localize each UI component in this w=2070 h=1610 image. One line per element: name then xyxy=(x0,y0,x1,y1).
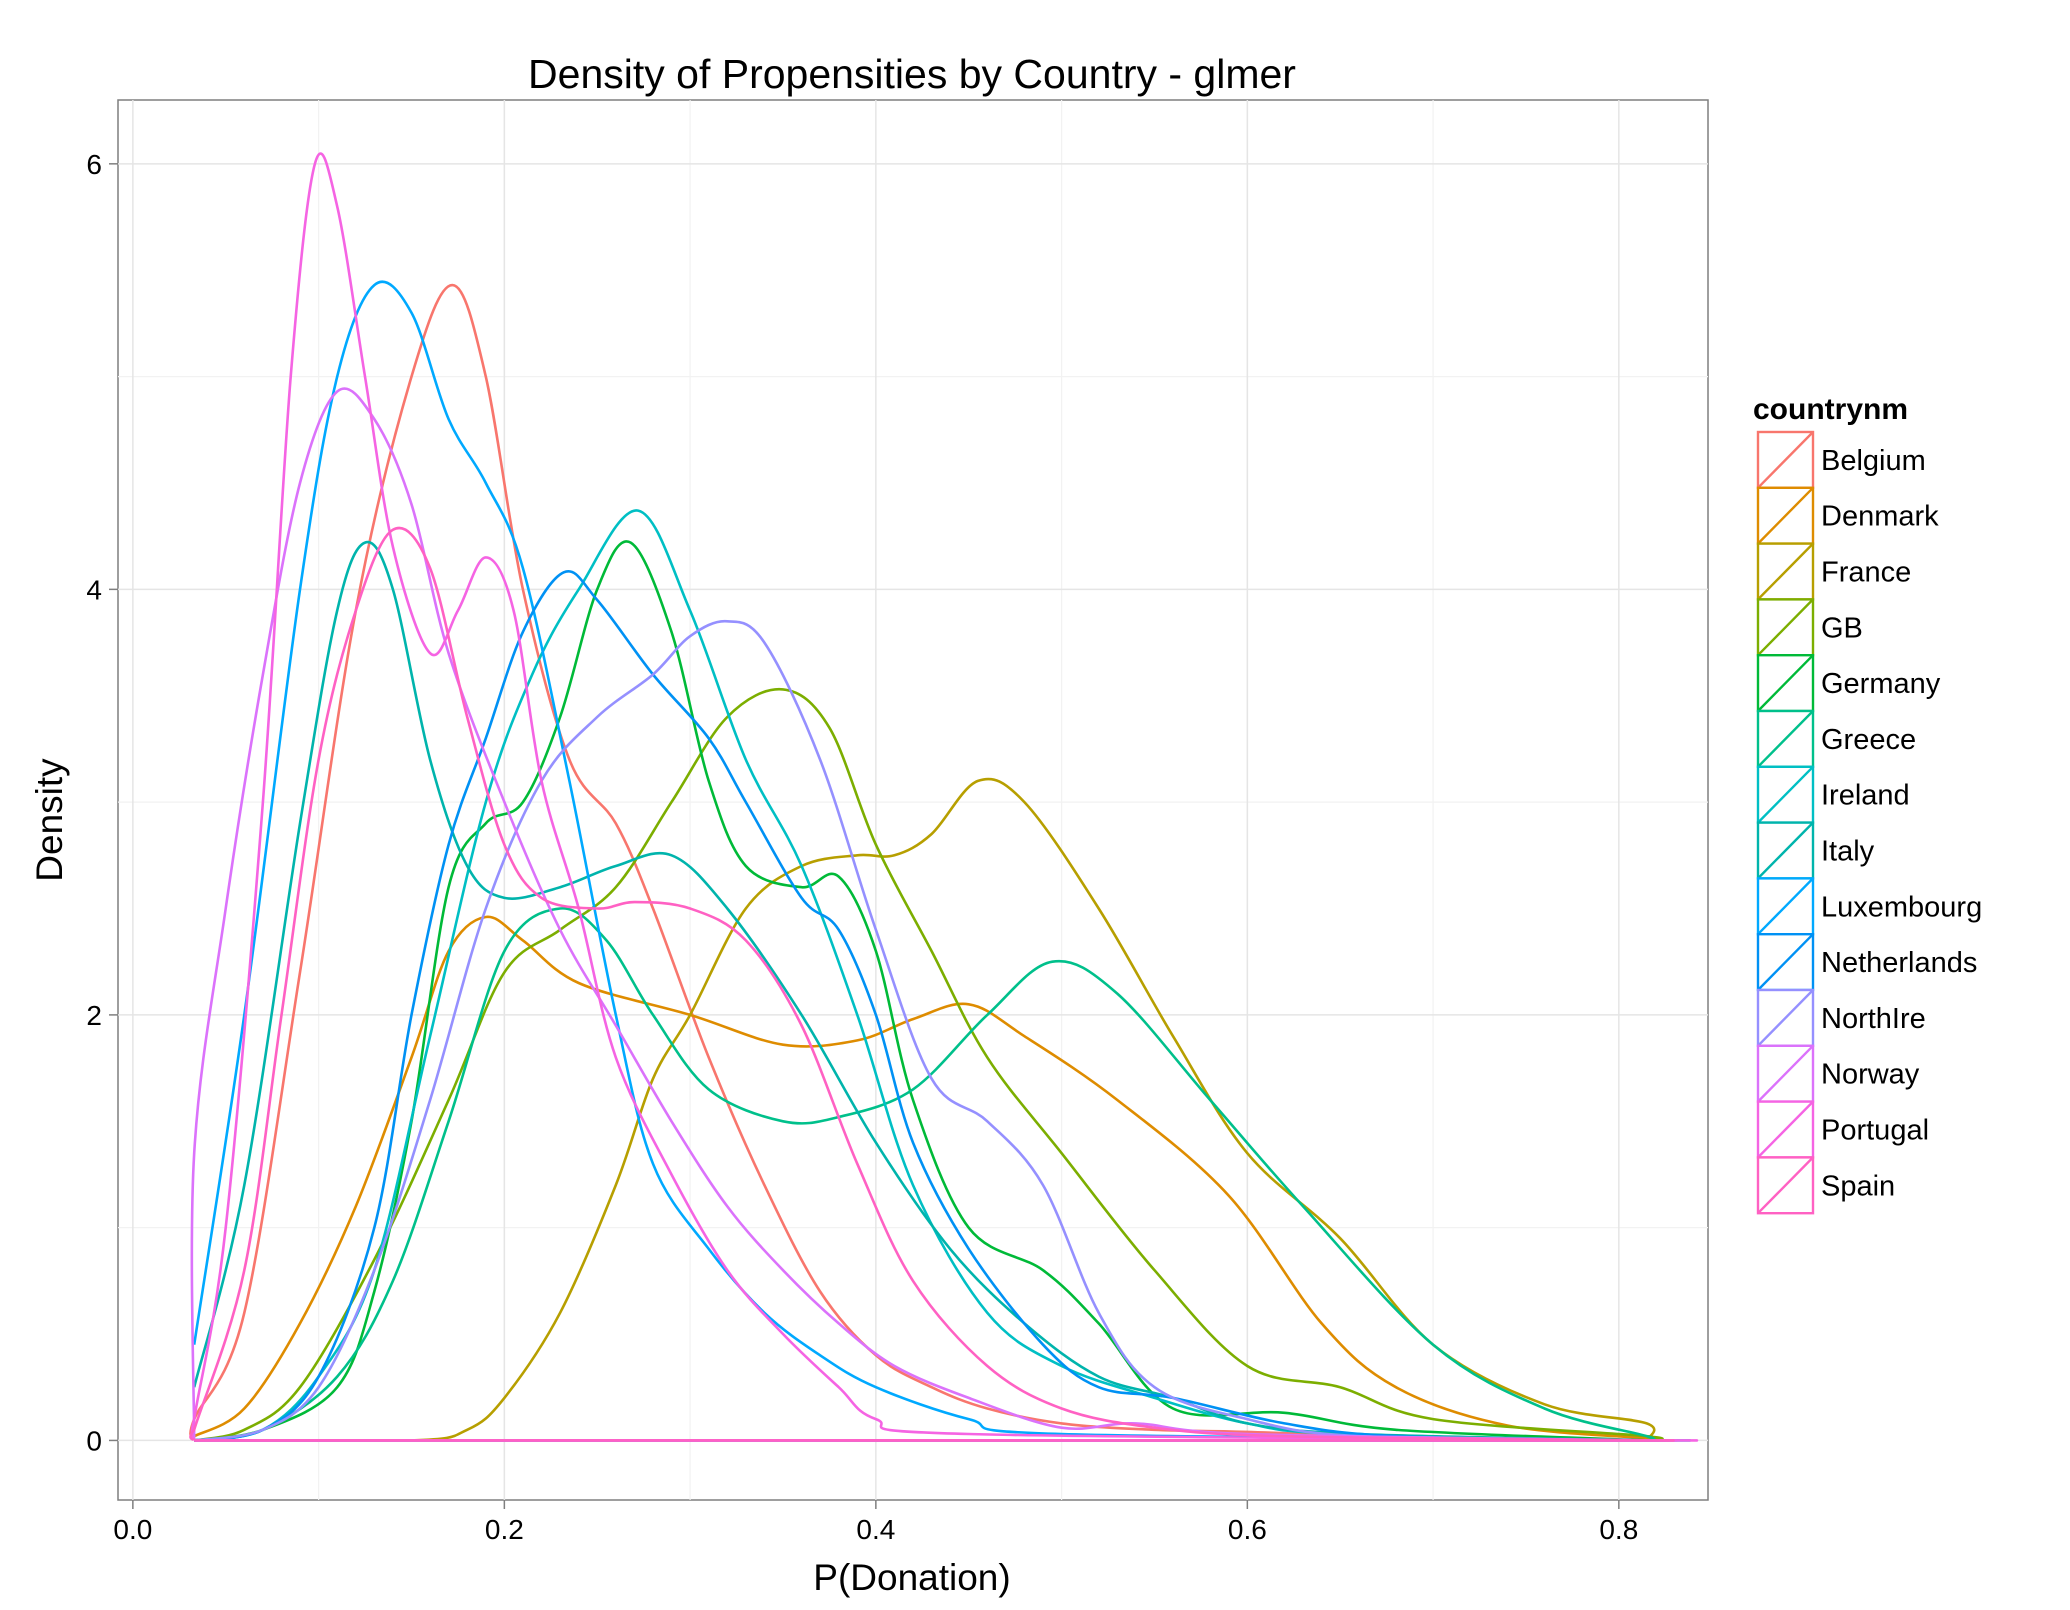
legend-key-spain xyxy=(1756,1156,1815,1215)
x-axis-label: P(Donation) xyxy=(813,1557,1010,1598)
y-tick-label: 0 xyxy=(86,1425,102,1456)
series-line-netherlands xyxy=(194,569,1667,1442)
series-line-italy xyxy=(192,540,1670,1442)
legend-key-belgium xyxy=(1756,430,1815,489)
legend-label-denmark: Denmark xyxy=(1821,501,1939,533)
series-line-portugal xyxy=(190,152,1699,1442)
legend-items: Belgium Denmark France GB Germany Greece Irela… xyxy=(1756,430,1982,1215)
legend-label-greece: Greece xyxy=(1821,724,1916,756)
legend-key-germany xyxy=(1756,654,1815,713)
series-line-gb xyxy=(193,687,1664,1442)
y-axis-label: Density xyxy=(29,758,70,882)
series-line-spain xyxy=(189,526,1675,1442)
legend-label-gb: GB xyxy=(1821,612,1863,644)
series-lines xyxy=(189,152,1699,1442)
y-tick-label: 6 xyxy=(86,149,102,180)
y-tick-label: 4 xyxy=(86,574,102,605)
y-axis: 0 2 4 6 xyxy=(86,149,118,1456)
legend-key-gb xyxy=(1756,598,1815,657)
chart-title: Density of Propensities by Country - glm… xyxy=(528,51,1296,97)
x-tick-label: 0.8 xyxy=(1599,1514,1638,1545)
series-line-luxembourg xyxy=(192,280,1692,1442)
x-tick-label: 0.0 xyxy=(113,1514,152,1545)
legend-label-germany: Germany xyxy=(1821,668,1941,700)
legend-label-netherlands: Netherlands xyxy=(1821,947,1977,979)
x-tick-label: 0.6 xyxy=(1228,1514,1267,1545)
legend: countrynm Belgium Denmark France GB Germany G… xyxy=(1753,393,1982,1215)
plot-panel xyxy=(117,99,1709,1501)
x-axis: 0.0 0.2 0.4 0.6 0.8 xyxy=(113,1500,1638,1545)
legend-label-norway: Norway xyxy=(1821,1059,1920,1091)
x-tick-label: 0.4 xyxy=(856,1514,895,1545)
legend-label-spain: Spain xyxy=(1821,1170,1895,1202)
legend-label-italy: Italy xyxy=(1821,836,1875,868)
legend-key-netherlands xyxy=(1756,933,1815,992)
legend-label-luxembourg: Luxembourg xyxy=(1821,891,1982,923)
legend-label-belgium: Belgium xyxy=(1821,445,1926,477)
legend-key-northire xyxy=(1756,988,1815,1047)
series-line-northire xyxy=(194,619,1670,1442)
legend-label-northire: NorthIre xyxy=(1821,1003,1926,1035)
legend-label-france: France xyxy=(1821,557,1911,589)
x-tick-label: 0.2 xyxy=(485,1514,524,1545)
legend-key-portugal xyxy=(1756,1100,1815,1159)
legend-label-portugal: Portugal xyxy=(1821,1115,1929,1147)
series-line-norway xyxy=(190,387,1678,1442)
minor-gridlines xyxy=(118,100,1708,1500)
legend-label-ireland: Ireland xyxy=(1821,780,1910,812)
legend-key-italy xyxy=(1756,821,1815,880)
legend-title: countrynm xyxy=(1753,393,1908,426)
legend-key-denmark xyxy=(1756,486,1815,545)
legend-key-france xyxy=(1756,542,1815,601)
legend-key-luxembourg xyxy=(1756,877,1815,936)
legend-key-norway xyxy=(1756,1044,1815,1103)
series-line-denmark xyxy=(193,915,1659,1442)
legend-key-greece xyxy=(1756,709,1815,768)
legend-key-ireland xyxy=(1756,765,1815,824)
y-tick-label: 2 xyxy=(86,1000,102,1031)
